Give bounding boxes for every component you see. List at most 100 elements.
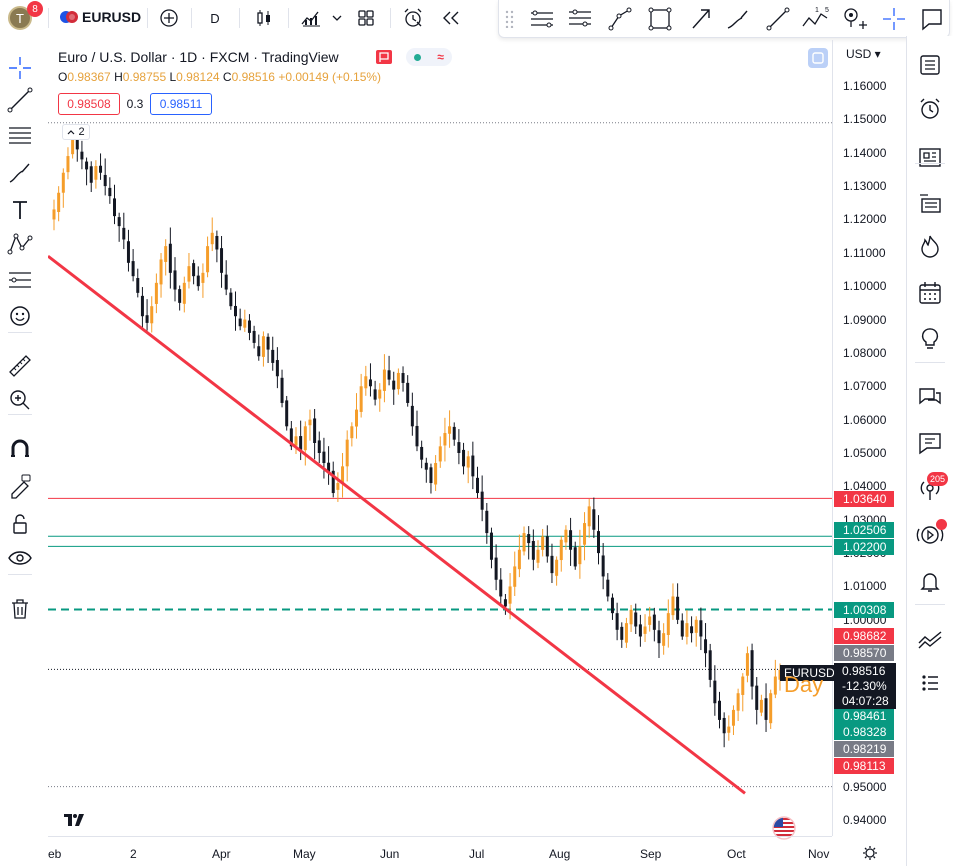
watchlist-button[interactable]: [916, 51, 944, 79]
brush-tool-button[interactable]: [6, 160, 34, 188]
brush-icon[interactable]: [725, 6, 751, 32]
trash-icon: [12, 599, 28, 619]
chart-settings-button[interactable]: [808, 48, 828, 68]
candle: [503, 593, 507, 615]
time-axis-label: Nov: [808, 847, 830, 861]
buy-button[interactable]: 0.98511: [150, 93, 212, 115]
us-flag-icon[interactable]: [772, 816, 796, 840]
day-annotation[interactable]: Day: [784, 672, 824, 697]
more-button[interactable]: [916, 669, 944, 697]
price-chart[interactable]: [48, 40, 832, 836]
chat-icon: [919, 388, 941, 405]
divider: [915, 604, 945, 605]
price-tag: 0.98219: [834, 741, 894, 757]
text-tool-button[interactable]: [6, 196, 34, 224]
interval-button[interactable]: D: [210, 10, 220, 26]
data-status-pill[interactable]: ≈: [406, 48, 452, 66]
flag-icon: [379, 52, 389, 62]
ideas-button[interactable]: [916, 325, 944, 353]
gear-icon[interactable]: [862, 845, 878, 861]
candle: [261, 331, 265, 367]
price-range-icon[interactable]: [841, 5, 869, 33]
candle: [666, 599, 670, 648]
candle: [192, 259, 196, 285]
time-axis[interactable]: [48, 836, 832, 866]
price-axis[interactable]: [832, 40, 906, 836]
tradingview-logo-icon[interactable]: [60, 806, 90, 832]
datawindow-button[interactable]: [916, 189, 944, 217]
indicators-dropdown[interactable]: [330, 6, 344, 30]
drag-handle-icon[interactable]: [505, 10, 515, 28]
trendline-tool-button[interactable]: [6, 86, 34, 114]
trash-tool-button[interactable]: [6, 594, 34, 622]
candle: [224, 260, 228, 296]
indicators-button[interactable]: [298, 6, 324, 30]
eye-icon: [8, 551, 32, 565]
ruler-icon: [9, 355, 31, 377]
close-label: C: [222, 70, 232, 84]
trend-line[interactable]: [48, 254, 746, 795]
trend-line-icon[interactable]: [765, 6, 791, 32]
crosshair-tool-button[interactable]: [6, 54, 34, 82]
news-button[interactable]: [916, 143, 944, 171]
sell-button[interactable]: 0.98508: [58, 93, 120, 115]
time-axis-label: Oct: [727, 847, 746, 861]
fib-retracement-icon[interactable]: [567, 7, 593, 31]
currency-selector[interactable]: USD ▾: [846, 47, 881, 61]
zoom-tool-button[interactable]: [6, 386, 34, 414]
trend-button[interactable]: [916, 625, 944, 653]
path-icon[interactable]: [607, 6, 633, 32]
candle: [629, 604, 633, 633]
candle: [676, 583, 680, 625]
hotlist-button[interactable]: [916, 233, 944, 261]
compare-button[interactable]: [157, 6, 181, 30]
candle: [713, 665, 717, 716]
candle: [638, 614, 642, 647]
calendar-button[interactable]: [916, 279, 944, 307]
alert-button[interactable]: [400, 6, 426, 30]
fib-tool-button[interactable]: [6, 122, 34, 150]
messages-button[interactable]: [916, 429, 944, 457]
replay-button[interactable]: [438, 6, 464, 30]
candles-icon: [257, 10, 270, 26]
alarm-button[interactable]: [916, 95, 944, 123]
candle: [108, 177, 112, 204]
ideas-icon: [921, 328, 939, 349]
candle: [685, 610, 689, 645]
ruler-tool-button[interactable]: [6, 352, 34, 380]
arrow-icon[interactable]: [689, 6, 713, 32]
candle: [434, 455, 438, 491]
crosshair-icon[interactable]: [881, 6, 907, 32]
alerts-button[interactable]: [916, 567, 944, 595]
candle: [136, 268, 140, 298]
zoom-icon: [10, 390, 30, 410]
market-closed-flag: [376, 50, 392, 64]
magnet-tool-button[interactable]: [6, 436, 34, 464]
eye-tool-button[interactable]: [6, 544, 34, 572]
comment-icon[interactable]: [919, 6, 945, 32]
forecast-tool-button[interactable]: [6, 266, 34, 294]
lock-drawing-tool-button[interactable]: [6, 472, 34, 500]
divider: [915, 362, 945, 363]
candle: [196, 266, 200, 291]
pattern-tool-button[interactable]: [6, 230, 34, 258]
candle: [531, 529, 535, 571]
candle: [741, 673, 745, 712]
price-axis-label: 1.04000: [843, 479, 887, 494]
candle: [126, 229, 130, 272]
alarm-clock-icon: [404, 8, 422, 27]
lock-tool-button[interactable]: [6, 510, 34, 538]
lock-drawing-icon: [11, 474, 31, 499]
rectangle-icon[interactable]: [647, 6, 673, 32]
chart-type-button[interactable]: [251, 6, 277, 30]
chat-button[interactable]: [916, 383, 944, 411]
parallel-channel-icon[interactable]: [529, 7, 555, 31]
study-collapse-button[interactable]: 2: [62, 124, 90, 140]
symbol-search-button[interactable]: EURUSD: [82, 9, 142, 25]
emoji-tool-button[interactable]: [6, 302, 34, 330]
live-indicator-dot: [936, 519, 947, 530]
layouts-button[interactable]: [354, 6, 378, 30]
text-icon: [13, 201, 27, 219]
candle: [220, 236, 224, 288]
